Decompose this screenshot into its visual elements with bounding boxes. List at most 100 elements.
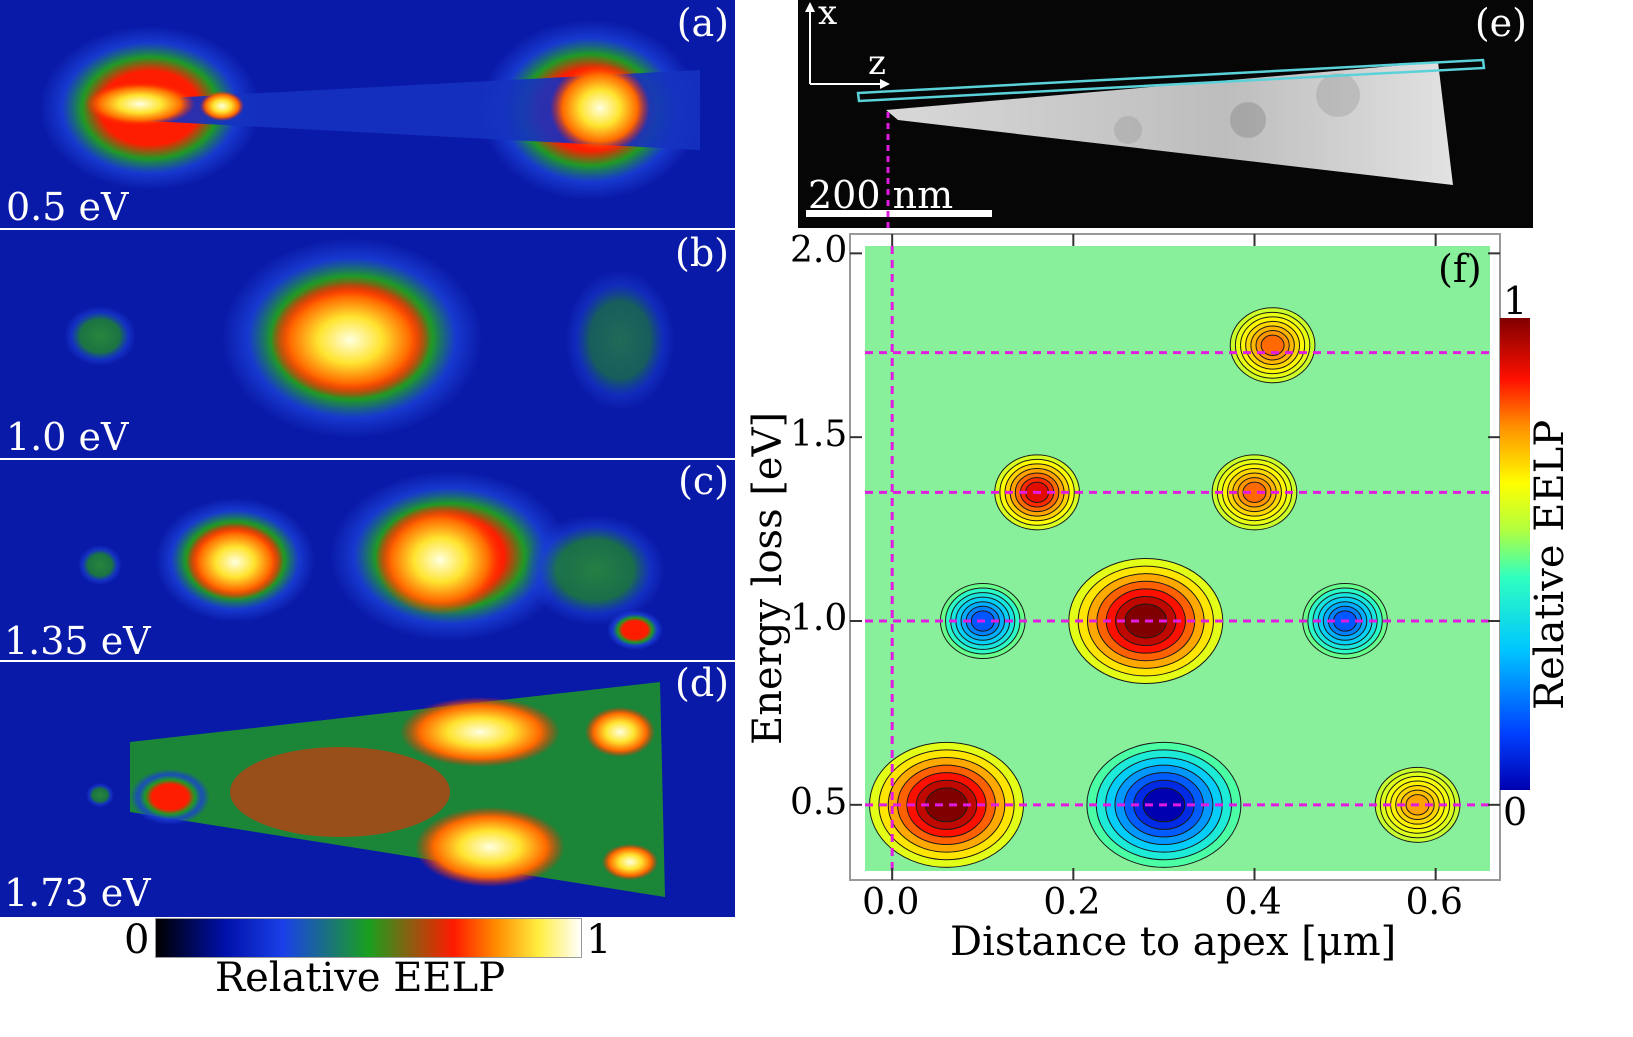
contour-ring <box>1240 316 1306 375</box>
contour-ring <box>1400 789 1435 821</box>
contour-ring <box>939 583 1026 659</box>
contour-ring <box>869 741 1025 868</box>
panel-label-f: (f) <box>1438 247 1482 291</box>
contour-ring <box>950 592 1016 650</box>
contour-ring <box>1384 775 1451 834</box>
colorbar-left-max: 1 <box>586 917 612 963</box>
x-tick-label: 0.4 <box>1224 882 1282 923</box>
eelp-map-panel-c: (c) 1.35 eV <box>0 460 735 660</box>
contour-ring <box>1105 588 1186 654</box>
contour-ring <box>1255 330 1290 361</box>
x-tick-label: 0.2 <box>1043 882 1101 923</box>
contour-ring <box>1395 785 1440 825</box>
tip-image <box>805 2 1486 228</box>
contour-ring <box>887 757 1006 853</box>
contour-feature-7 <box>1211 454 1298 531</box>
contour-ring <box>1211 454 1298 531</box>
contour-ring <box>1086 741 1242 868</box>
contour-ring <box>1379 771 1456 839</box>
contour-ring <box>1009 467 1065 517</box>
energy-label-d: 1.73 eV <box>4 871 151 915</box>
contour-ring <box>1124 603 1168 639</box>
contour-ring <box>1105 757 1223 853</box>
plot-area-background <box>865 246 1490 871</box>
contour-ring <box>1068 558 1224 684</box>
contour-feature-1 <box>1086 741 1242 868</box>
x-axis-title: Distance to apex [μm] <box>950 919 1397 965</box>
y-tick-label: 1.5 <box>790 414 848 456</box>
contour-ring <box>945 587 1021 655</box>
contour-ring <box>1333 610 1358 632</box>
panel-label-a: (a) <box>676 1 729 45</box>
contour-ring <box>1312 592 1378 650</box>
contour-ring <box>897 764 996 846</box>
contour-ring <box>1096 580 1196 662</box>
contour-ring <box>1095 749 1233 861</box>
contour-ring <box>1234 311 1311 379</box>
contour-ring <box>1317 596 1373 646</box>
colorbar-left-min: 0 <box>124 917 150 963</box>
contour-feature-3 <box>1068 558 1224 684</box>
contour-ring <box>1390 780 1445 830</box>
eelp-map-c-image <box>78 471 665 650</box>
contour-ring <box>999 458 1075 526</box>
y-axis-title: Energy loss [eV] <box>745 411 791 745</box>
eelp-map-d-image <box>86 682 665 897</box>
colorbar-left-label: Relative EELP <box>215 955 506 1001</box>
contour-ring <box>1374 766 1461 843</box>
contour-ring <box>1405 794 1430 816</box>
contour-ring <box>1229 307 1316 384</box>
colorbar-right-max: 1 <box>1503 279 1528 323</box>
contour-ring <box>1114 764 1214 846</box>
contour-ring <box>1245 320 1301 370</box>
contour-ring <box>925 787 968 823</box>
contour-ring <box>1302 583 1388 659</box>
eelp-map-panel-d: (d) 1.73 eV <box>0 662 735 917</box>
energy-label-c: 1.35 eV <box>4 619 151 660</box>
contour-feature-4 <box>939 583 1026 659</box>
contour-feature-6 <box>994 454 1080 531</box>
contour-ring <box>906 772 987 838</box>
contour-ring <box>970 610 995 632</box>
colorbar-right <box>1500 318 1530 790</box>
scalebar-label: 200 nm <box>808 173 954 217</box>
energy-label-b: 1.0 eV <box>6 415 129 458</box>
contour-ring <box>1227 467 1282 517</box>
contour-ring <box>1014 472 1060 513</box>
contour-ring <box>1216 458 1293 526</box>
contour-ring <box>1123 772 1205 838</box>
energy-label-a: 0.5 eV <box>6 185 129 228</box>
panel-label-c: (c) <box>678 460 729 503</box>
contour-ring <box>1142 787 1186 823</box>
contour-ring <box>1004 463 1070 522</box>
stem-image-panel-e: (e) x z 200 nm <box>798 0 1533 228</box>
contour-ring <box>1250 325 1295 366</box>
contour-ring <box>955 596 1011 646</box>
contour-ring <box>1025 481 1050 504</box>
contour-ring <box>1087 573 1205 669</box>
contour-ring <box>1242 481 1267 504</box>
y-tick-label: 1.0 <box>790 598 848 639</box>
axis-label-z: z <box>868 43 886 83</box>
contour-ring <box>1133 779 1195 830</box>
colorbar-right-label: Relative EELP <box>1527 419 1573 710</box>
contour-ring <box>965 605 1000 637</box>
contour-ring <box>1221 463 1288 522</box>
colorbar-left <box>155 918 582 958</box>
eelp-map-b-image <box>64 238 675 438</box>
contour-ring <box>1260 334 1285 356</box>
y-tick-label: 2.0 <box>790 230 848 272</box>
contour-ring <box>1232 472 1277 513</box>
contour-ring <box>878 749 1015 861</box>
contour-ring <box>915 779 978 830</box>
contour-ring <box>960 601 1006 641</box>
panel-label-b: (b) <box>675 231 729 275</box>
contour-ring <box>1322 601 1368 641</box>
contour-ring <box>1115 595 1177 647</box>
contour-ring <box>1077 565 1214 677</box>
x-tick-label: 0.0 <box>862 882 920 923</box>
eelp-map-panel-a: (a) 0.5 eV <box>0 0 735 228</box>
eelp-map-a-image <box>40 20 700 200</box>
panel-label-e: (e) <box>1474 1 1527 45</box>
panel-label-d: (d) <box>675 662 729 705</box>
